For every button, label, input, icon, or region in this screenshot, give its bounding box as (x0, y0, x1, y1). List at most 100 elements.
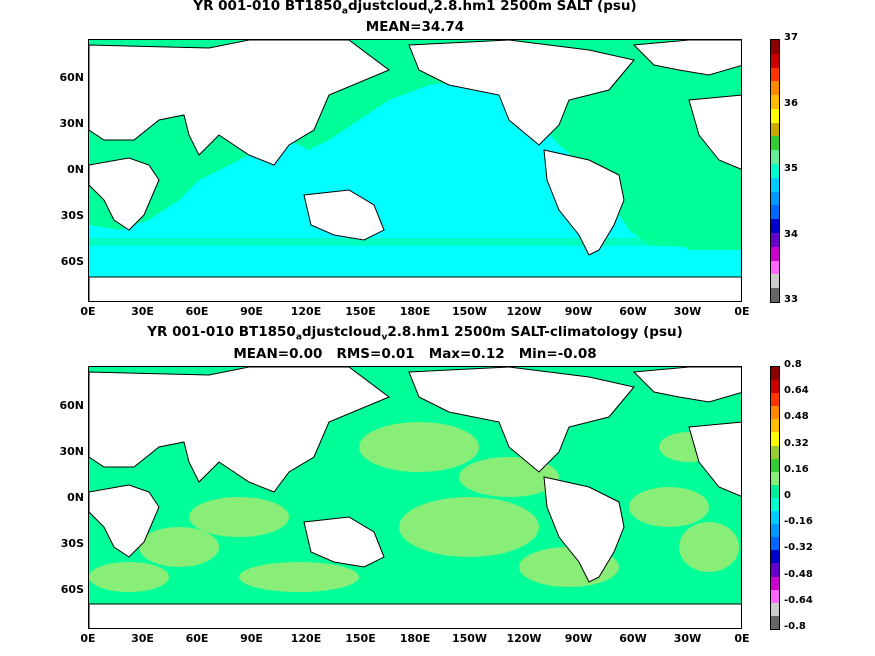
colorbar-segment (771, 550, 779, 564)
colorbar-segment (771, 511, 779, 525)
colorbar-segment (771, 419, 779, 433)
panel1-title: YR 001-010 BT1850adjustcloudv2.8.hm1 250… (88, 0, 742, 17)
colorbar-segment (771, 53, 779, 68)
lon-label: 0E (734, 632, 750, 645)
africa-2 (89, 484, 160, 558)
continents (89, 40, 741, 256)
colorbar-segment (771, 445, 779, 459)
west-africa-2 (688, 421, 741, 497)
panel1-title-part-a: YR 001-010 BT1850 (193, 0, 342, 14)
greenland-europe-2 (632, 367, 741, 403)
lon-label: 180E (399, 632, 431, 645)
lon-label: 150W (451, 305, 488, 318)
panel1-title-part-c: 2.8.hm1 2500m SALT (psu) (433, 0, 637, 14)
panel1-title-sub2: v (427, 6, 434, 17)
panel2-lat-60s: 60S (60, 583, 84, 596)
southern-band (89, 238, 741, 246)
lon-label: 0E (80, 632, 96, 645)
colorbar-segment (771, 136, 779, 151)
colorbar-segment (771, 524, 779, 538)
panel2-title-part-b: djustcloud (301, 324, 382, 340)
lon-label: 90W (564, 305, 593, 318)
lon-label: 150E (345, 632, 376, 645)
colorbar-segment (771, 81, 779, 96)
australia (303, 189, 385, 241)
antarctica-2 (89, 603, 741, 628)
panel2-title-sub1: a (295, 332, 302, 343)
panel2-lat-60n: 60N (59, 399, 84, 412)
colorbar-segment (771, 122, 779, 137)
lon-label: 30W (673, 305, 702, 318)
continents-2 (89, 367, 741, 583)
lon-label: 90W (564, 632, 593, 645)
colorbar-label: 0.8 (784, 359, 802, 370)
panel2-subtitle: MEAN=0.00 RMS=0.01 Max=0.12 Min=-0.08 (233, 346, 597, 362)
panel2-lat-0n: 0N (67, 491, 84, 504)
colorbar-segment (771, 177, 779, 192)
panel1-lat-60n: 60N (59, 71, 84, 84)
lon-label: 0E (80, 305, 96, 318)
africa (89, 157, 160, 231)
colorbar-segment (771, 589, 779, 603)
colorbar-segment (771, 232, 779, 247)
colorbar-label: 0 (784, 490, 791, 501)
north-america-2 (408, 367, 635, 473)
panel2-title-part-c: 2.8.hm1 2500m SALT-climatology (psu) (387, 324, 683, 340)
panel1-colorbar (770, 39, 780, 303)
panel2-title-part-a: YR 001-010 BT1850 (147, 324, 296, 340)
colorbar-segment (771, 576, 779, 590)
anomaly-patches (89, 422, 739, 592)
lon-label: 90E (240, 305, 263, 318)
colorbar-segment (771, 219, 779, 233)
eurasia-2 (89, 367, 390, 493)
panel2-lat-30s: 30S (60, 537, 84, 550)
colorbar-segment (771, 95, 779, 109)
colorbar-segment (771, 484, 779, 498)
lon-label: 30W (673, 632, 702, 645)
panel2-title-sub2: v (381, 332, 388, 343)
panel1-lat-30s: 30S (60, 209, 84, 222)
panel2-lat-30n: 30N (59, 445, 84, 458)
panel1-lat-30n: 30N (59, 117, 84, 130)
west-africa (688, 94, 741, 170)
panel2-title: YR 001-010 BT1850adjustcloudv2.8.hm1 250… (88, 324, 742, 343)
colorbar-label: -0.64 (784, 594, 813, 606)
lon-label: 60W (619, 305, 647, 318)
lon-label: 60E (185, 632, 209, 645)
colorbar-segment (771, 108, 779, 123)
lon-label: 120W (506, 305, 542, 318)
colorbar-segment (771, 563, 779, 577)
panel1-map-svg (89, 40, 741, 301)
south-america-2 (543, 476, 625, 583)
colorbar-label: 33 (784, 294, 798, 305)
colorbar-label: -0.8 (784, 621, 806, 632)
lon-label: 120W (506, 632, 542, 645)
colorbar-label: -0.48 (784, 568, 813, 580)
lon-label: 120E (290, 632, 322, 645)
panel1-subtitle: MEAN=34.74 (365, 19, 465, 35)
panel2-map (88, 366, 742, 629)
colorbar-segment (771, 260, 779, 275)
panel1-title-sub1: a (341, 6, 348, 17)
colorbar-segment (771, 432, 779, 446)
colorbar-segment (771, 150, 779, 165)
colorbar-segment (771, 367, 779, 381)
colorbar-label: -0.32 (784, 542, 813, 554)
panel1-map (88, 39, 742, 302)
panel2-map-svg (89, 367, 741, 628)
eurasia (89, 40, 390, 166)
colorbar-label: -0.16 (784, 516, 813, 528)
panel1-lat-60s: 60S (60, 255, 84, 268)
colorbar-segment (771, 274, 779, 289)
colorbar-label: 35 (784, 163, 798, 174)
south-america (543, 149, 625, 256)
colorbar-segment (771, 164, 779, 178)
lon-label: 30E (131, 632, 154, 645)
lon-label: 180E (399, 305, 431, 318)
colorbar-segment (771, 406, 779, 420)
colorbar-segment (771, 615, 779, 629)
lon-label: 30E (131, 305, 154, 318)
lon-label: 90E (240, 632, 263, 645)
colorbar-segment (771, 458, 779, 472)
colorbar-segment (771, 393, 779, 407)
